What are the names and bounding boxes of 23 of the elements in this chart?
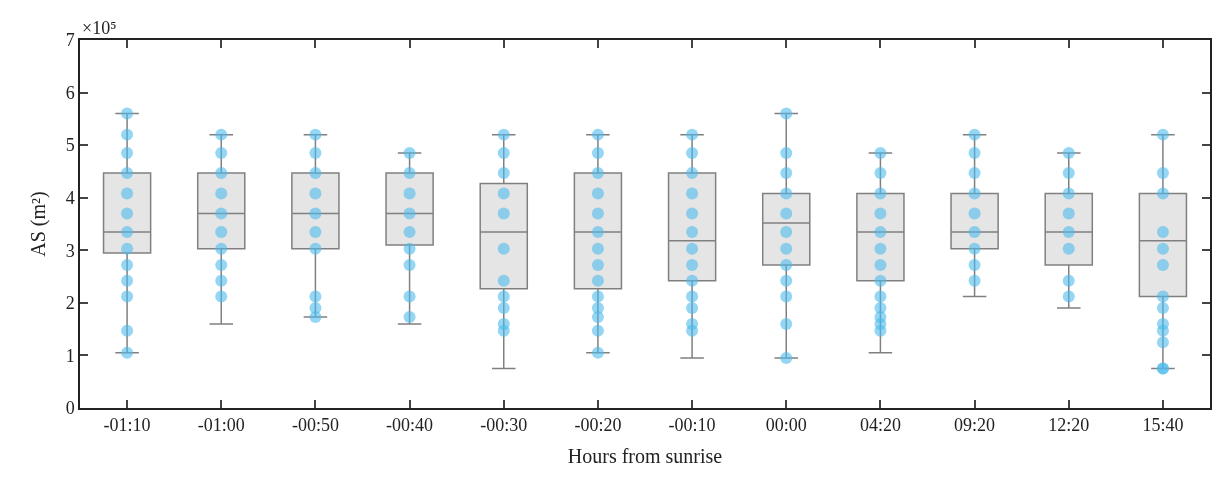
y-tick-label: 4 (65, 188, 75, 209)
y-tick-label: 2 (65, 293, 75, 314)
x-tick-label: 12:20 (1048, 415, 1090, 436)
x-tick-label: -00:50 (291, 415, 339, 436)
y-tick-label: 0 (65, 398, 75, 419)
y-axis-title: AS (m²) (26, 191, 50, 257)
y-tick-label: 3 (65, 240, 75, 261)
x-axis-title: Hours from sunrise (567, 445, 723, 468)
text: ×10⁵ (82, 18, 117, 38)
y-tick-label: 5 (65, 135, 75, 156)
x-tick-label: -00:40 (386, 415, 434, 436)
x-tick-label: -01:10 (103, 415, 151, 436)
x-tick-label: -00:20 (574, 415, 622, 436)
y-tick-label: 1 (65, 345, 75, 366)
x-tick-label: 15:40 (1142, 415, 1184, 436)
x-tick-label: -00:10 (668, 415, 716, 436)
x-tick-label: 00:00 (765, 415, 807, 436)
y-tick-label: 6 (65, 82, 75, 103)
x-tick-label: 09:20 (954, 415, 996, 436)
y-tick-label: 7 (65, 30, 75, 51)
x-tick-label: 04:20 (859, 415, 901, 436)
x-tick-label: -00:30 (480, 415, 528, 436)
x-tick-label: -01:00 (197, 415, 245, 436)
